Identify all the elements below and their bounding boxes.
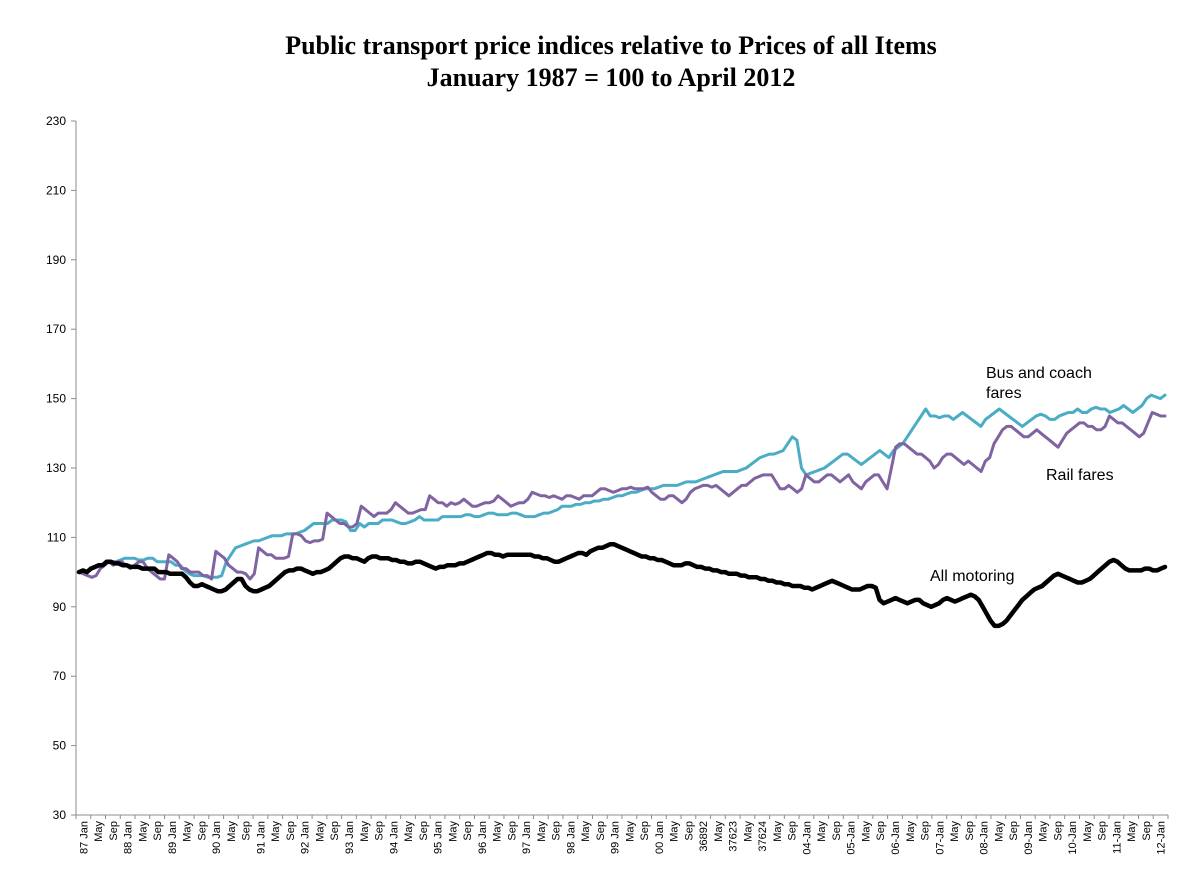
x-tick-label: Sep [152,821,164,841]
y-tick-label: 170 [46,322,66,336]
y-tick-label: 230 [46,114,66,128]
y-tick-label: 70 [53,669,67,683]
x-tick-label: Sep [1097,821,1109,841]
x-tick-label: 07-Jan [934,821,946,855]
x-tick-label: May [1126,821,1138,842]
x-axis: 87 Jan May Sep 88 Jan May Sep 89 Jan May Sep 90 J… [75,814,1169,855]
x-tick-label: May [993,821,1005,842]
x-tick-label: Sep [964,821,976,841]
x-tick-label: 87 Jan [78,821,90,854]
x-tick-label: May [816,821,828,842]
x-tick-label: Sep [108,821,120,841]
x-tick-label: May [949,821,961,842]
x-tick-label: 93 Jan [344,821,356,854]
x-tick-label: May [270,821,282,842]
x-tick-label: 37623 [728,821,740,852]
x-tick-label: May [1082,821,1094,842]
chart-subtitle: January 1987 = 100 to April 2012 [427,63,796,92]
y-tick-label: 90 [53,600,67,614]
series-line-rail-fares [77,411,1167,581]
x-tick-label: 12-Jan [1156,821,1168,855]
x-tick-label: May [182,821,194,842]
x-tick-label: May [93,821,105,842]
x-tick-label: May [403,821,415,842]
x-tick-label: Sep [462,821,474,841]
x-tick-label: Sep [196,821,208,841]
y-tick-label: 110 [47,530,66,544]
x-tick-label: 89 Jan [167,821,179,854]
x-tick-label: Sep [875,821,887,841]
y-tick-label: 50 [53,739,67,753]
x-tick-label: Sep [374,821,386,841]
x-tick-label: 00 Jan [654,821,666,854]
x-tick-label: Sep [506,821,518,841]
x-tick-label: Sep [1052,821,1064,841]
x-tick-label: May [669,821,681,842]
x-tick-label: 04-Jan [801,821,813,855]
x-tick-label: 36892 [698,821,710,852]
x-tick-label: May [536,821,548,842]
y-tick-label: 190 [46,253,66,267]
x-tick-label: 90 Jan [211,821,223,854]
x-tick-label: May [359,821,371,842]
y-tick-label: 150 [46,392,66,406]
x-tick-label: May [137,821,149,842]
x-tick-label: 09-Jan [1023,821,1035,855]
series-line-all-motoring [76,542,1168,629]
annotation-bus-coach-line2: fares [986,385,1022,402]
annotation-rail-fares: Rail fares [1046,467,1114,484]
annotation-all-motoring: All motoring [930,568,1014,585]
x-tick-label: Sep [683,821,695,841]
x-tick-label: Sep [1141,821,1153,841]
x-tick-label: Sep [595,821,607,841]
x-tick-label: 96 Jan [477,821,489,854]
annotation-bus-coach-line1: Bus and coach [986,365,1092,382]
x-tick-label: Sep [639,821,651,841]
x-tick-label: Sep [418,821,430,841]
x-tick-label: Sep [329,821,341,841]
y-tick-label: 30 [53,808,67,822]
x-tick-label: 92 Jan [300,821,312,854]
x-tick-label: Sep [285,821,297,841]
x-tick-label: May [742,821,754,842]
x-tick-label: Sep [551,821,563,841]
x-tick-label: May [860,821,872,842]
x-tick-label: 98 Jan [565,821,577,854]
x-tick-label: May [905,821,917,842]
x-tick-label: 06-Jan [890,821,902,855]
x-tick-label: May [492,821,504,842]
x-tick-label: Sep [787,821,799,841]
x-tick-label: 11-Jan [1111,821,1123,854]
x-tick-label: May [314,821,326,842]
x-tick-label: May [226,821,238,842]
x-tick-label: 08-Jan [979,821,991,855]
x-tick-label: 37624 [757,821,769,852]
x-tick-label: Sep [920,821,932,841]
y-tick-label: 130 [46,461,66,475]
x-tick-label: 91 Jan [255,821,267,854]
x-tick-label: 05-Jan [846,821,858,855]
x-tick-label: 95 Jan [433,821,445,854]
y-axis: 30 50 70 90 110 130 150 170 190 210 230 [46,114,77,822]
x-tick-label: May [447,821,459,842]
x-tick-label: 99 Jan [610,821,622,854]
x-tick-label: Sep [241,821,253,841]
x-tick-label: May [1038,821,1050,842]
x-tick-label: Sep [1008,821,1020,841]
x-tick-label: May [580,821,592,842]
x-tick-label: 10-Jan [1067,821,1079,855]
x-tick-label: May [713,821,725,842]
x-tick-label: May [772,821,784,842]
series-line-bus-and-coach-fares [77,393,1167,579]
series-lines [76,393,1168,629]
chart-title: Public transport price indices relative … [285,31,937,60]
x-tick-label: 88 Jan [123,821,135,854]
x-tick-label: Sep [831,821,843,841]
x-tick-label: 97 Jan [521,821,533,854]
x-tick-label: 94 Jan [388,821,400,854]
y-tick-label: 210 [46,183,66,197]
x-tick-label: May [624,821,636,842]
